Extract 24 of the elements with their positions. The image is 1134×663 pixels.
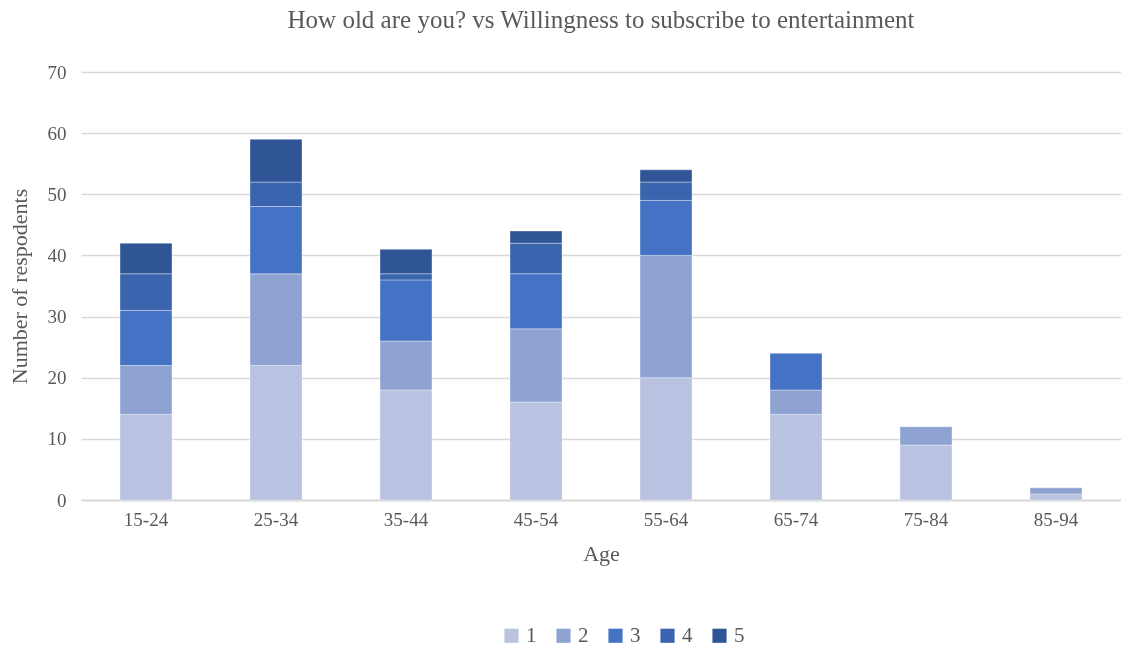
legend-label: 3 <box>630 622 641 647</box>
y-tick-label: 70 <box>47 61 67 83</box>
legend-label: 5 <box>734 622 745 647</box>
x-tick-label: 65-74 <box>773 508 819 530</box>
legend-label: 4 <box>682 622 693 647</box>
x-tick-label: 85-94 <box>1033 508 1079 530</box>
y-axis-title: Number of respodents <box>6 188 32 385</box>
y-tick-label: 30 <box>47 306 67 328</box>
x-tick-label: 25-34 <box>253 508 299 530</box>
y-tick-label: 10 <box>47 428 67 450</box>
x-tick-label: 75-84 <box>903 508 949 530</box>
y-tick-label: 20 <box>47 367 67 389</box>
x-tick-label: 45-54 <box>513 508 559 530</box>
x-tick-label: 35-44 <box>383 508 429 530</box>
legend-label: 1 <box>526 622 537 647</box>
x-tick-label: 55-64 <box>643 508 689 530</box>
y-tick-label: 50 <box>47 183 67 205</box>
chart-title: How old are you? vs Willingness to subscribe to entertainment <box>287 6 915 33</box>
x-tick-label: 15-24 <box>123 508 169 530</box>
y-tick-label: 40 <box>47 244 67 266</box>
y-tick-label: 60 <box>47 122 67 144</box>
x-axis-title: Age <box>583 540 620 566</box>
legend-label: 2 <box>578 622 589 647</box>
y-tick-label: 0 <box>57 489 67 511</box>
